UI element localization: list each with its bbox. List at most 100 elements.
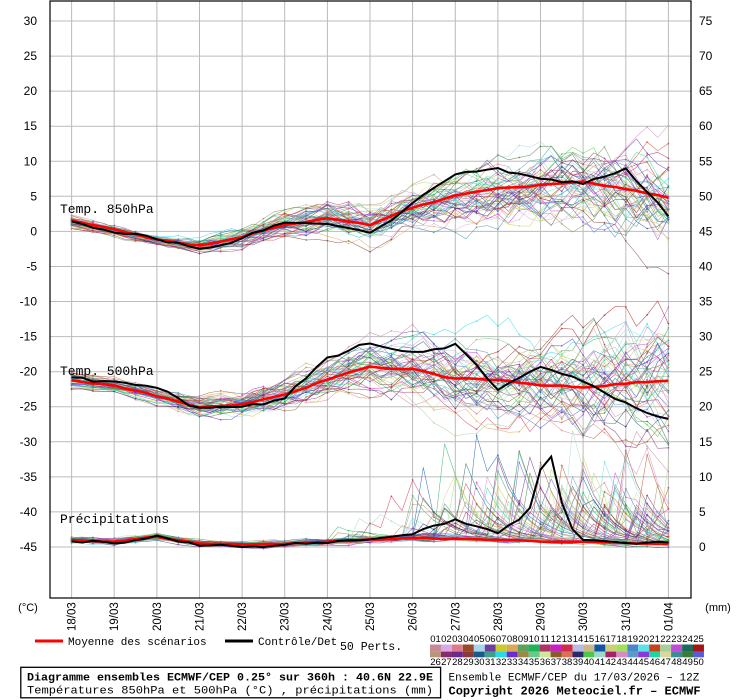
svg-text:50: 50 xyxy=(699,189,713,203)
svg-text:15: 15 xyxy=(584,634,595,645)
svg-text:04: 04 xyxy=(463,634,474,645)
svg-text:01/04: 01/04 xyxy=(663,602,675,631)
svg-text:Diagramme ensembles ECMWF/CEP: Diagramme ensembles ECMWF/CEP 0.25° sur … xyxy=(27,673,433,685)
svg-text:09: 09 xyxy=(518,634,529,645)
svg-text:5: 5 xyxy=(30,189,37,203)
svg-text:36: 36 xyxy=(540,657,551,668)
svg-text:45: 45 xyxy=(638,657,649,668)
svg-text:41: 41 xyxy=(595,657,606,668)
svg-text:-10: -10 xyxy=(20,295,38,309)
svg-text:-25: -25 xyxy=(20,400,38,414)
svg-text:15: 15 xyxy=(699,435,713,449)
svg-text:50 Perts.: 50 Perts. xyxy=(340,641,402,654)
svg-text:-20: -20 xyxy=(20,365,38,379)
svg-text:48: 48 xyxy=(671,657,682,668)
svg-text:-5: -5 xyxy=(26,260,37,274)
svg-text:20: 20 xyxy=(24,84,38,98)
svg-text:26/03: 26/03 xyxy=(408,602,420,631)
svg-text:13: 13 xyxy=(562,634,573,645)
svg-text:Températures 850hPa et 500hPa: Températures 850hPa et 500hPa (°C) , pré… xyxy=(27,686,433,698)
svg-text:18: 18 xyxy=(617,634,628,645)
svg-text:30/03: 30/03 xyxy=(578,602,590,631)
svg-text:32: 32 xyxy=(496,657,507,668)
svg-text:(°C): (°C) xyxy=(18,602,38,614)
svg-text:06: 06 xyxy=(485,634,496,645)
svg-text:24: 24 xyxy=(682,634,693,645)
svg-text:75: 75 xyxy=(699,14,713,28)
svg-text:60: 60 xyxy=(699,119,713,133)
svg-text:31/03: 31/03 xyxy=(621,602,633,631)
svg-text:37: 37 xyxy=(551,657,562,668)
svg-text:70: 70 xyxy=(699,49,713,63)
svg-text:0: 0 xyxy=(699,540,706,554)
svg-text:45: 45 xyxy=(699,224,713,238)
svg-text:05: 05 xyxy=(474,634,485,645)
svg-text:40: 40 xyxy=(699,260,713,274)
svg-text:47: 47 xyxy=(660,657,671,668)
svg-text:28: 28 xyxy=(452,657,463,668)
svg-text:38: 38 xyxy=(562,657,573,668)
svg-text:35: 35 xyxy=(699,295,713,309)
svg-text:Moyenne des scénarios: Moyenne des scénarios xyxy=(68,637,207,649)
svg-text:24/03: 24/03 xyxy=(322,602,334,631)
svg-text:14: 14 xyxy=(573,634,584,645)
svg-text:30: 30 xyxy=(699,330,713,344)
svg-text:01: 01 xyxy=(430,634,441,645)
svg-text:23: 23 xyxy=(671,634,682,645)
svg-text:07: 07 xyxy=(496,634,507,645)
svg-text:Contrôle/Det: Contrôle/Det xyxy=(258,637,337,649)
svg-text:(mm): (mm) xyxy=(705,602,731,614)
svg-text:43: 43 xyxy=(617,657,628,668)
svg-text:20/03: 20/03 xyxy=(152,602,164,631)
svg-text:21/03: 21/03 xyxy=(195,602,207,631)
svg-text:-35: -35 xyxy=(20,470,38,484)
svg-text:5: 5 xyxy=(699,505,706,519)
svg-text:16: 16 xyxy=(595,634,606,645)
svg-text:25/03: 25/03 xyxy=(365,602,377,631)
svg-text:27/03: 27/03 xyxy=(450,602,462,631)
svg-text:55: 55 xyxy=(699,154,713,168)
svg-text:29/03: 29/03 xyxy=(536,602,548,631)
svg-text:03: 03 xyxy=(452,634,463,645)
svg-text:30: 30 xyxy=(474,657,485,668)
svg-text:19/03: 19/03 xyxy=(109,602,121,631)
svg-text:44: 44 xyxy=(628,657,639,668)
svg-text:26: 26 xyxy=(430,657,441,668)
svg-text:27: 27 xyxy=(441,657,452,668)
svg-text:18/03: 18/03 xyxy=(67,602,79,631)
svg-text:22/03: 22/03 xyxy=(237,602,249,631)
svg-text:31: 31 xyxy=(485,657,496,668)
svg-text:34: 34 xyxy=(518,657,529,668)
svg-text:Temp. 850hPa: Temp. 850hPa xyxy=(60,202,154,217)
svg-text:35: 35 xyxy=(529,657,540,668)
svg-text:20: 20 xyxy=(638,634,649,645)
svg-text:28/03: 28/03 xyxy=(493,602,505,631)
svg-text:25: 25 xyxy=(699,365,713,379)
svg-text:22: 22 xyxy=(660,634,671,645)
svg-text:33: 33 xyxy=(507,657,518,668)
svg-text:29: 29 xyxy=(463,657,474,668)
svg-text:15: 15 xyxy=(24,119,38,133)
svg-text:10: 10 xyxy=(699,470,713,484)
svg-text:Précipitations: Précipitations xyxy=(60,512,169,527)
svg-text:10: 10 xyxy=(24,154,38,168)
svg-text:21: 21 xyxy=(649,634,660,645)
svg-text:11: 11 xyxy=(540,634,550,645)
svg-text:-30: -30 xyxy=(20,435,38,449)
svg-text:0: 0 xyxy=(30,224,37,238)
svg-text:49: 49 xyxy=(682,657,693,668)
svg-text:08: 08 xyxy=(507,634,518,645)
svg-text:-45: -45 xyxy=(20,540,38,554)
svg-text:23/03: 23/03 xyxy=(280,602,292,631)
svg-text:20: 20 xyxy=(699,400,713,414)
svg-text:42: 42 xyxy=(606,657,617,668)
svg-text:Copyright 2026 Meteociel.fr –: Copyright 2026 Meteociel.fr – ECMWF xyxy=(449,685,701,699)
svg-text:25: 25 xyxy=(693,634,704,645)
svg-text:-15: -15 xyxy=(20,330,38,344)
svg-text:-40: -40 xyxy=(20,505,38,519)
svg-text:39: 39 xyxy=(573,657,584,668)
svg-text:40: 40 xyxy=(584,657,595,668)
svg-text:Temp. 500hPa: Temp. 500hPa xyxy=(60,364,154,379)
svg-text:50: 50 xyxy=(693,657,704,668)
svg-text:25: 25 xyxy=(24,49,38,63)
